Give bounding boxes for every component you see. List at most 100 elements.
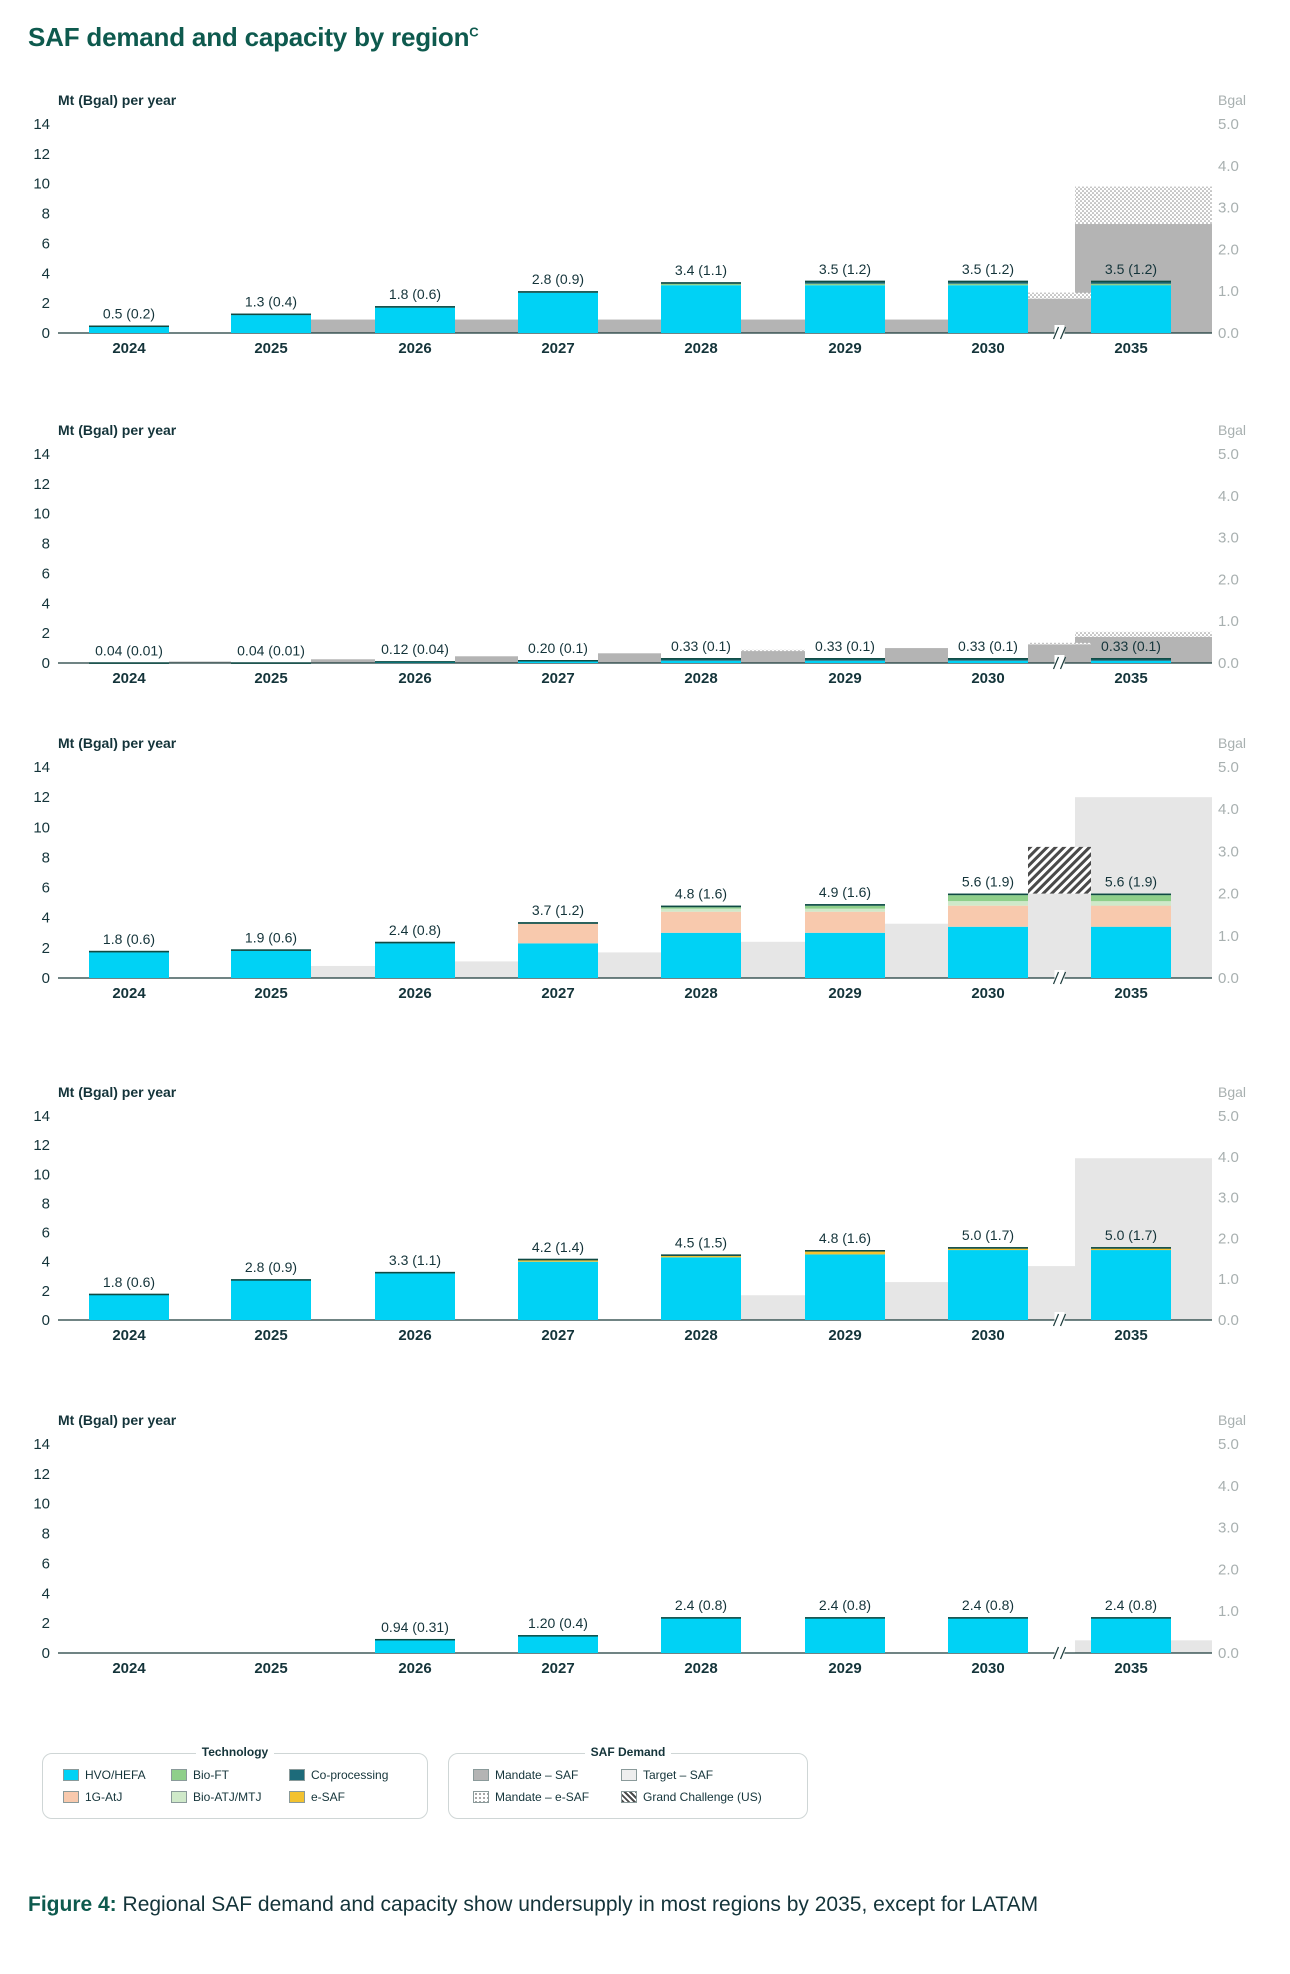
data-label: 3.5 (1.2) (962, 261, 1014, 277)
legend-swatch (473, 1769, 489, 1781)
x-tick-label: 2024 (112, 1660, 146, 1677)
bar-top-edge (948, 280, 1028, 283)
bar-top-edge (661, 658, 741, 660)
bar-top-edge (805, 1617, 885, 1619)
y-tick-label: 10 (33, 1496, 50, 1513)
y-tick-label: 14 (33, 1108, 50, 1125)
x-tick-label: 2028 (684, 1660, 717, 1677)
x-tick-label: 2026 (398, 1660, 431, 1677)
y-tick-label: 10 (33, 819, 50, 836)
legend-swatch (621, 1791, 637, 1803)
bar-top-edge (948, 1617, 1028, 1619)
data-label: 3.4 (1.1) (675, 262, 727, 278)
capacity-bar-bioft (1091, 895, 1171, 902)
bar-top-edge (518, 1635, 598, 1637)
data-label: 2.8 (0.9) (245, 1259, 297, 1275)
legend-label: Target – SAF (643, 1768, 714, 1782)
bar-top-edge (518, 922, 598, 924)
capacity-bar-esaf (1091, 1248, 1171, 1251)
data-label: 3.7 (1.2) (532, 902, 584, 918)
legend-swatch (63, 1791, 79, 1803)
y2-tick-label: 2.0 (1218, 241, 1239, 258)
legend-item-tech: Bio-ATJ/MTJ (171, 1790, 261, 1804)
y-tick-label: 14 (33, 1436, 50, 1453)
x-tick-label: 2029 (828, 670, 861, 687)
x-tick-label: 2030 (971, 670, 1004, 687)
demand-bar-target (741, 941, 805, 978)
x-tick-label: 2024 (112, 340, 146, 357)
legend-item-tech: HVO/HEFA (63, 1768, 146, 1782)
data-label: 1.3 (0.4) (245, 294, 297, 310)
capacity-bar-hvo (518, 943, 598, 978)
capacity-bar-esaf (518, 1260, 598, 1262)
bar-top-edge (805, 280, 885, 283)
data-label: 5.6 (1.9) (962, 874, 1014, 890)
y2-axis-title: Bgal (1218, 1412, 1246, 1428)
y-axis-title: Mt (Bgal) per year (58, 92, 177, 108)
data-label: 1.20 (0.4) (528, 1615, 588, 1631)
bar-top-edge (805, 658, 885, 660)
legend-item-tech: Bio-FT (171, 1768, 229, 1782)
axis-break-gap (1054, 1645, 1065, 1661)
demand-bar-target (885, 923, 948, 978)
x-tick-label: 2024 (112, 670, 146, 687)
demand-bar-mandate (455, 656, 518, 663)
x-tick-label: 2035 (1114, 670, 1147, 687)
y2-tick-label: 2.0 (1218, 1561, 1239, 1578)
y2-tick-label: 2.0 (1218, 886, 1239, 903)
capacity-bar-bioatj (661, 908, 741, 912)
y-tick-label: 4 (42, 265, 50, 282)
capacity-bar-bioft (805, 905, 885, 909)
capacity-bar-hvo (805, 1617, 885, 1653)
y-tick-label: 8 (42, 1526, 50, 1543)
axis-break-gap (1054, 325, 1065, 341)
y-tick-label: 14 (33, 446, 50, 463)
capacity-bar-hvo (948, 660, 1028, 663)
bar-top-edge (661, 282, 741, 284)
y-tick-label: 6 (42, 565, 50, 582)
capacity-bar-hvo (1091, 926, 1171, 978)
y-tick-label: 10 (33, 506, 50, 523)
bar-top-edge (375, 1271, 455, 1274)
legend-label: HVO/HEFA (85, 1768, 146, 1782)
capacity-bar-hvo (375, 1273, 455, 1320)
y-tick-label: 0 (42, 1312, 50, 1329)
data-label: 0.33 (0.1) (671, 638, 731, 654)
y2-tick-label: 4.0 (1218, 488, 1239, 505)
capacity-bar-hvo (805, 285, 885, 333)
demand-bar-mandate (169, 661, 231, 663)
capacity-bar-hvo (89, 952, 169, 978)
data-label: 4.8 (1.6) (675, 886, 727, 902)
demand-bar-dots (741, 649, 805, 652)
y-tick-label: 14 (33, 759, 50, 776)
legend-item-demand: Mandate – SAF (473, 1768, 578, 1782)
axis-break-gap (1054, 970, 1065, 986)
y2-tick-label: 5.0 (1218, 1436, 1239, 1453)
data-label: 0.94 (0.31) (381, 1619, 449, 1635)
y2-tick-label: 3.0 (1218, 530, 1239, 547)
capacity-bar-hvo (518, 661, 598, 663)
x-tick-label: 2028 (684, 1327, 717, 1344)
capacity-bar-hvo (948, 926, 1028, 978)
capacity-bar-hvo (661, 1617, 741, 1653)
demand-legend: SAF Demand Mandate – SAF Target – SAF Mand… (448, 1745, 808, 1819)
y2-tick-label: 4.0 (1218, 1478, 1239, 1495)
legend-item-tech: 1G-AtJ (63, 1790, 122, 1804)
y-axis-title: Mt (Bgal) per year (58, 422, 177, 438)
x-tick-label: 2029 (828, 985, 861, 1002)
legend-label: 1G-AtJ (85, 1790, 123, 1804)
demand-bar-dots (1075, 631, 1212, 637)
y-tick-label: 2 (42, 940, 50, 957)
data-label: 0.12 (0.04) (381, 641, 449, 657)
demand-bar-target (311, 965, 375, 978)
y2-axis-title: Bgal (1218, 422, 1246, 438)
bar-top-edge (518, 291, 598, 293)
legend-swatch (473, 1791, 489, 1803)
y-tick-label: 6 (42, 235, 50, 252)
legend-label: Mandate – SAF (495, 1768, 579, 1782)
bar-top-edge (1091, 1247, 1171, 1249)
y2-tick-label: 3.0 (1218, 843, 1239, 860)
data-label: 2.8 (0.9) (532, 271, 584, 287)
data-label: 1.8 (0.6) (103, 931, 155, 947)
